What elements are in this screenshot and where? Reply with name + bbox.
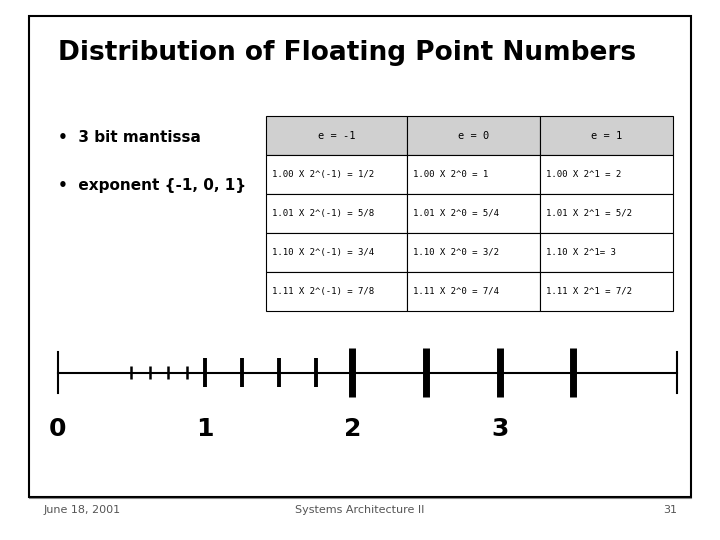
Text: 0: 0 [49,417,66,441]
Text: 1.11 X 2^(-1) = 7/8: 1.11 X 2^(-1) = 7/8 [272,287,374,295]
Bar [540,155,673,194]
Bar [540,272,673,310]
Text: 1.01 X 2^(-1) = 5/8: 1.01 X 2^(-1) = 5/8 [272,209,374,218]
Bar [266,116,407,155]
Bar [266,233,407,272]
Bar [407,194,540,233]
Text: •  exponent {-1, 0, 1}: • exponent {-1, 0, 1} [58,178,246,193]
Text: 1.11 X 2^0 = 7/4: 1.11 X 2^0 = 7/4 [413,287,498,295]
Bar [266,194,407,233]
Text: 1.10 X 2^1= 3: 1.10 X 2^1= 3 [546,248,616,256]
Bar [29,16,691,497]
Text: 1.00 X 2^(-1) = 1/2: 1.00 X 2^(-1) = 1/2 [272,170,374,179]
Bar [540,116,673,155]
Bar [540,233,673,272]
Text: e = 1: e = 1 [591,131,622,140]
Text: •  3 bit mantissa: • 3 bit mantissa [58,130,200,145]
Bar [407,272,540,310]
Text: Distribution of Floating Point Numbers: Distribution of Floating Point Numbers [58,40,636,66]
Bar [407,233,540,272]
Text: 3: 3 [491,417,508,441]
Text: 1.10 X 2^0 = 3/2: 1.10 X 2^0 = 3/2 [413,248,498,256]
Text: e = -1: e = -1 [318,131,356,140]
Text: 1.01 X 2^0 = 5/4: 1.01 X 2^0 = 5/4 [413,209,498,218]
Bar [266,155,407,194]
Bar [266,272,407,310]
Bar [540,194,673,233]
Bar [407,116,540,155]
Text: 1.11 X 2^1 = 7/2: 1.11 X 2^1 = 7/2 [546,287,631,295]
Text: 1.00 X 2^0 = 1: 1.00 X 2^0 = 1 [413,170,488,179]
Text: 1.00 X 2^1 = 2: 1.00 X 2^1 = 2 [546,170,621,179]
Text: 1.01 X 2^1 = 5/2: 1.01 X 2^1 = 5/2 [546,209,631,218]
Text: 2: 2 [343,417,361,441]
Text: 31: 31 [663,505,677,515]
Bar [407,155,540,194]
Text: 1.10 X 2^(-1) = 3/4: 1.10 X 2^(-1) = 3/4 [272,248,374,256]
Text: June 18, 2001: June 18, 2001 [43,505,120,515]
Text: 1: 1 [197,417,214,441]
Text: Systems Architecture II: Systems Architecture II [295,505,425,515]
Text: e = 0: e = 0 [458,131,489,140]
